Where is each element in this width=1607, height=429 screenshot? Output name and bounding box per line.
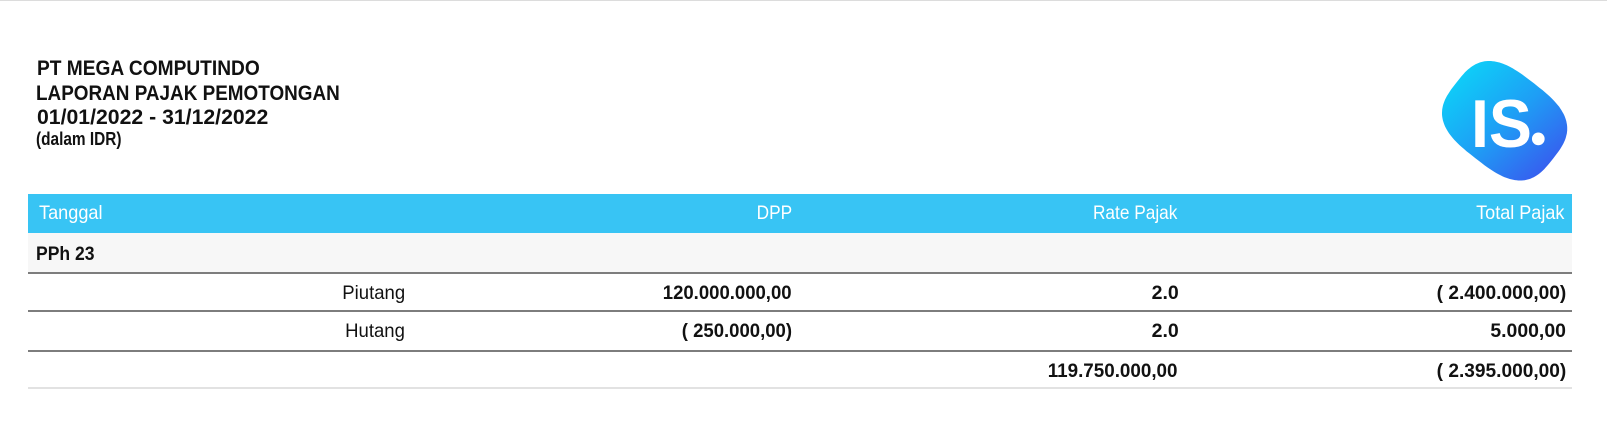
svg-text:IS: IS: [1471, 86, 1532, 162]
